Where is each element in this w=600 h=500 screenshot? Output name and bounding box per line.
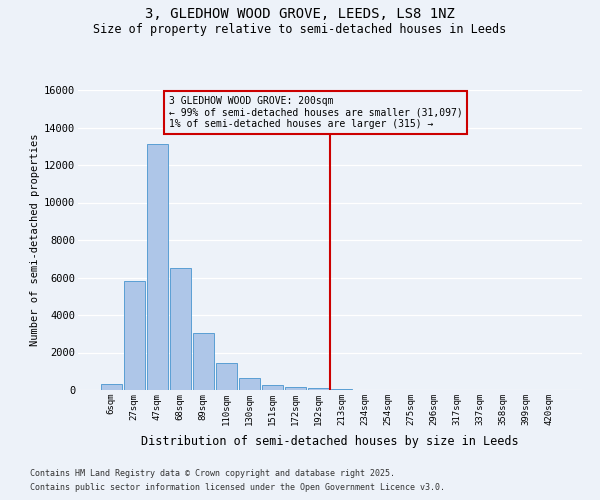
- Bar: [101, 384, 122, 390]
- Text: Distribution of semi-detached houses by size in Leeds: Distribution of semi-detached houses by …: [141, 435, 519, 448]
- Bar: [124, 281, 145, 390]
- Text: 3, GLEDHOW WOOD GROVE, LEEDS, LS8 1NZ: 3, GLEDHOW WOOD GROVE, LEEDS, LS8 1NZ: [145, 8, 455, 22]
- Bar: [285, 386, 306, 390]
- Bar: [147, 144, 167, 390]
- Text: Size of property relative to semi-detached houses in Leeds: Size of property relative to semi-detach…: [94, 22, 506, 36]
- Bar: [193, 333, 214, 390]
- Bar: [216, 363, 237, 390]
- Bar: [239, 378, 260, 390]
- Text: Contains public sector information licensed under the Open Government Licence v3: Contains public sector information licen…: [30, 484, 445, 492]
- Text: 3 GLEDHOW WOOD GROVE: 200sqm
← 99% of semi-detached houses are smaller (31,097)
: 3 GLEDHOW WOOD GROVE: 200sqm ← 99% of se…: [169, 96, 463, 129]
- Bar: [331, 388, 352, 390]
- Bar: [308, 388, 329, 390]
- Bar: [170, 268, 191, 390]
- Bar: [262, 385, 283, 390]
- Text: Contains HM Land Registry data © Crown copyright and database right 2025.: Contains HM Land Registry data © Crown c…: [30, 468, 395, 477]
- Y-axis label: Number of semi-detached properties: Number of semi-detached properties: [30, 134, 40, 346]
